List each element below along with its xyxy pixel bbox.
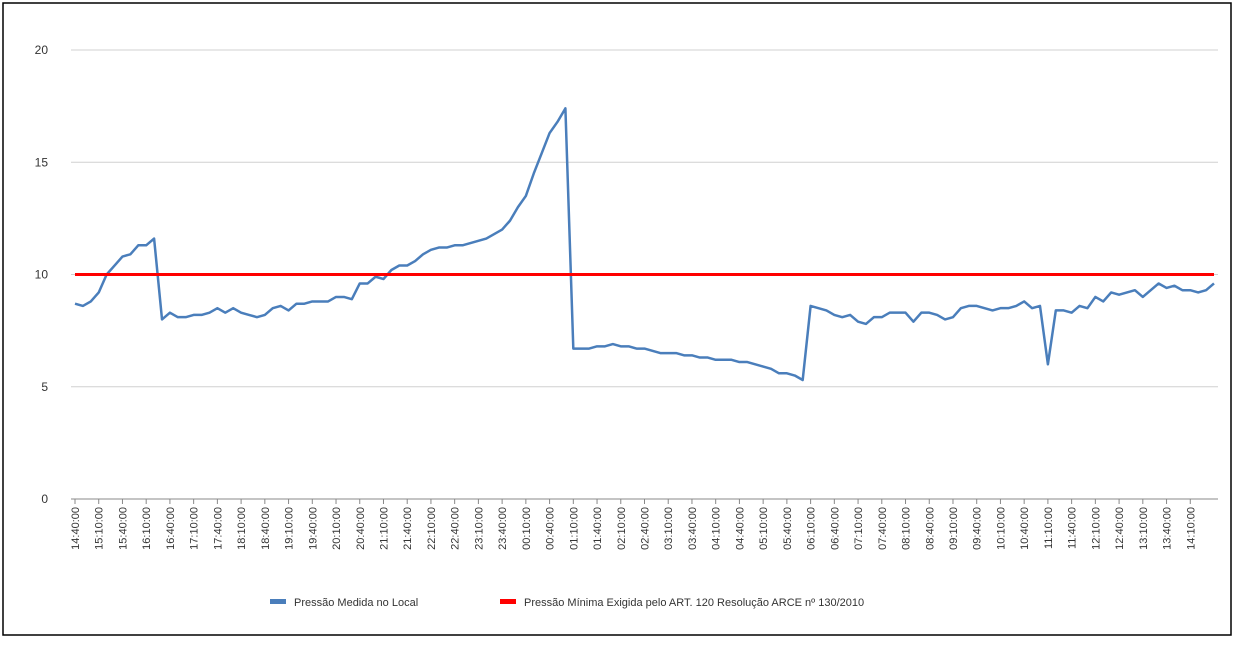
x-tick-label: 09:40:00 [972,507,984,550]
x-tick-label: 11:40:00 [1067,507,1079,549]
x-tick-label: 01:10:00 [568,507,580,550]
x-tick-label: 20:40:00 [355,507,367,550]
x-tick-label: 05:40:00 [782,507,794,550]
x-tick-label: 08:10:00 [901,507,913,550]
x-tick-label: 06:40:00 [829,507,841,550]
x-tick-label: 21:40:00 [402,507,414,550]
x-tick-label: 07:40:00 [877,507,889,550]
x-tick-label: 14:40:00 [70,507,82,550]
x-tick-label: 17:10:00 [189,507,201,550]
x-tick-label: 09:10:00 [948,507,960,550]
chart-frame [2,2,1232,636]
x-tick-label: 13:40:00 [1162,507,1174,550]
x-tick-label: 23:10:00 [473,507,485,550]
x-tick-label: 23:40:00 [497,507,509,550]
x-tick-label: 04:40:00 [734,507,746,550]
y-tick-label: 20 [35,43,49,57]
x-tick-label: 20:10:00 [331,507,343,550]
x-tick-label: 03:40:00 [687,507,699,550]
x-tick-label: 08:40:00 [924,507,936,550]
x-tick-label: 04:10:00 [711,507,723,550]
y-tick-label: 10 [35,268,49,282]
x-tick-label: 16:10:00 [141,507,153,550]
x-tick-label: 14:10:00 [1185,507,1197,550]
x-tick-label: 17:40:00 [212,507,224,550]
x-tick-label: 10:10:00 [995,507,1007,550]
x-tick-label: 03:10:00 [663,507,675,550]
legend-swatch [500,599,516,604]
x-tick-label: 02:10:00 [616,507,628,550]
legend-label: Pressão Medida no Local [294,597,418,609]
x-tick-label: 19:10:00 [284,507,296,550]
x-tick-label: 18:40:00 [260,507,272,550]
y-tick-label: 15 [35,155,49,169]
y-tick-label: 0 [41,492,48,506]
y-tick-label: 5 [41,380,48,394]
x-tick-label: 15:10:00 [94,507,106,550]
x-tick-label: 18:10:00 [236,507,248,550]
x-tick-label: 21:10:00 [378,507,390,550]
x-tick-label: 11:10:00 [1043,507,1055,549]
x-tick-label: 15:40:00 [117,507,129,550]
legend-label: Pressão Mínima Exigida pelo ART. 120 Res… [524,597,864,609]
x-tick-label: 00:10:00 [521,507,533,550]
x-tick-label: 00:40:00 [545,507,557,550]
x-tick-label: 07:10:00 [853,507,865,550]
x-tick-label: 12:40:00 [1114,507,1126,550]
x-tick-label: 13:10:00 [1138,507,1150,550]
x-tick-label: 06:10:00 [806,507,818,550]
x-tick-label: 22:10:00 [426,507,438,550]
x-tick-label: 01:40:00 [592,507,604,550]
x-tick-label: 22:40:00 [450,507,462,550]
x-tick-label: 19:40:00 [307,507,319,550]
x-tick-label: 05:10:00 [758,507,770,550]
x-tick-label: 16:40:00 [165,507,177,550]
x-tick-label: 10:40:00 [1019,507,1031,550]
series-line [74,107,1215,382]
legend-swatch [270,599,286,604]
x-tick-label: 12:10:00 [1090,507,1102,550]
x-tick-label: 02:40:00 [640,507,652,550]
